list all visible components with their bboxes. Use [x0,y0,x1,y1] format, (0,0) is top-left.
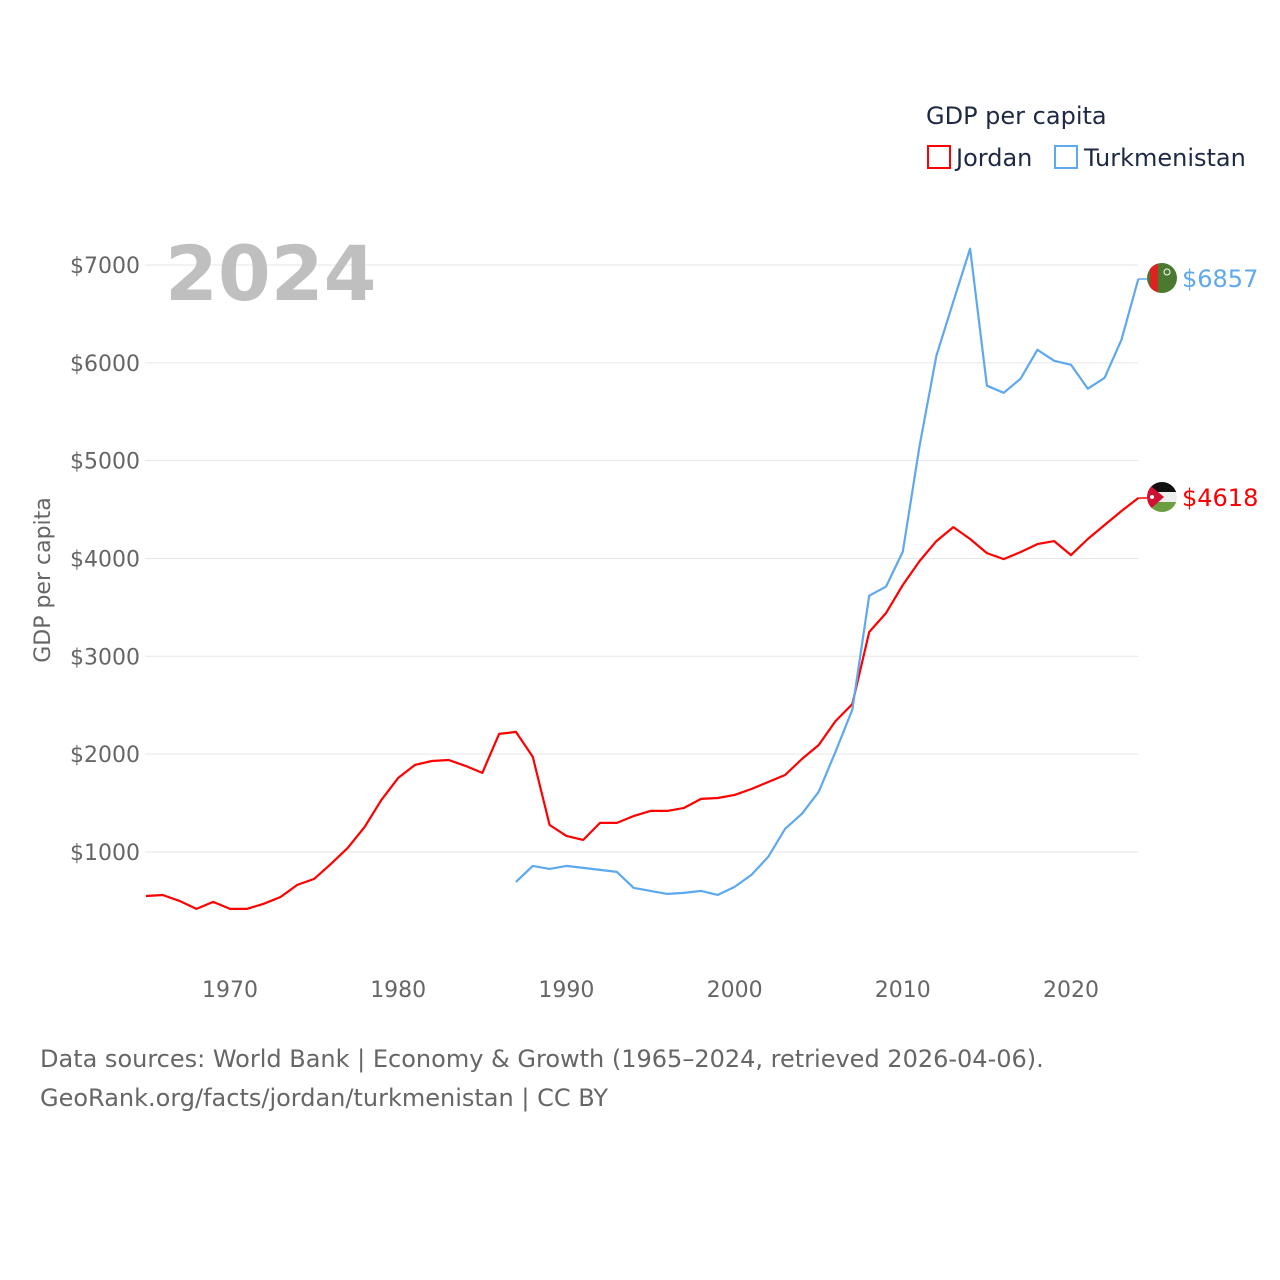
legend: GDP per capita Jordan Turkmenistan [926,102,1246,172]
x-tick-label: 1970 [202,978,258,1003]
y-tick-label: $6000 [70,352,140,377]
y-axis-label: GDP per capita [31,497,56,663]
legend-swatch-turkmenistan [1054,145,1078,169]
series-line-jordan [145,497,1139,911]
x-tick-label: 1980 [370,978,426,1003]
y-tick-label: $4000 [70,547,140,572]
x-tick-label: 2020 [1043,978,1099,1003]
footer-link[interactable]: GeoRank.org/facts/jordan/turkmenistan | … [40,1084,609,1112]
y-tick-label: $1000 [70,841,140,866]
end-value-label-turkmenistan: $6857 [1182,265,1258,293]
legend-turkmenistan[interactable]: Turkmenistan [1083,144,1246,172]
jordan-flag-icon [1147,482,1177,512]
end-value-label-jordan: $4618 [1182,484,1258,512]
y-tick-label: $2000 [70,743,140,768]
turkmenistan-flag-icon [1147,263,1177,293]
year-label: 2024 [165,229,377,318]
y-tick-label: $5000 [70,450,140,475]
y-tick-label: $7000 [70,254,140,279]
y-tick-label: $3000 [70,645,140,670]
legend-jordan[interactable]: Jordan [954,144,1032,172]
footer-sources: Data sources: World Bank | Economy & Gro… [40,1045,1044,1073]
legend-title: GDP per capita [926,102,1107,130]
x-tick-label: 2010 [875,978,931,1003]
legend-swatch-jordan [927,145,951,169]
x-tick-label: 1990 [538,978,594,1003]
x-tick-label: 2000 [707,978,763,1003]
series-line-turkmenistan [515,247,1140,897]
